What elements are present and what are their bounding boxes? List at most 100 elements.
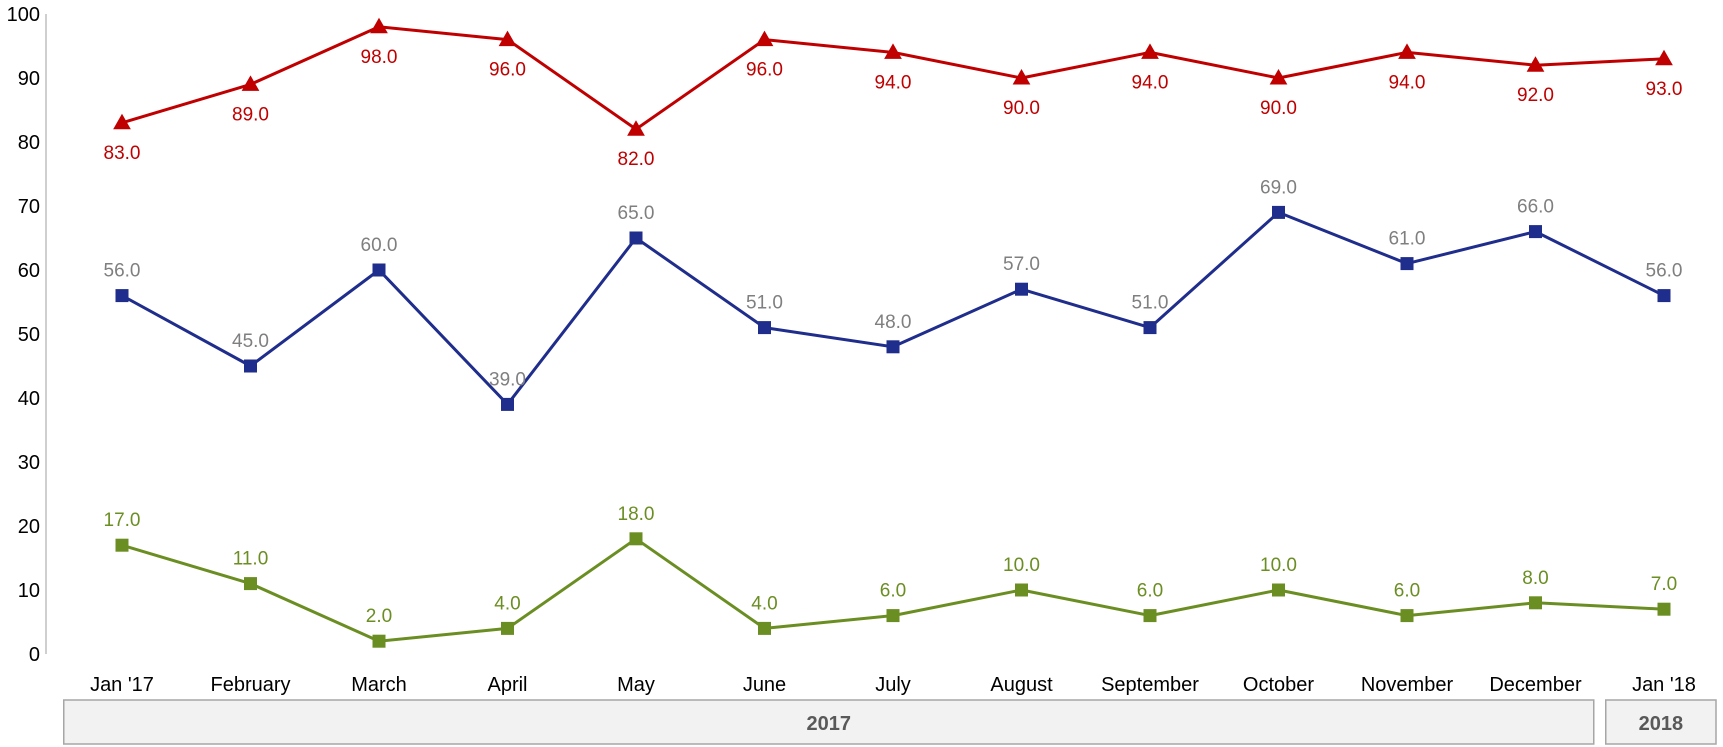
series-lines	[121, 25, 1665, 643]
data-label: 90.0	[1003, 98, 1040, 119]
data-label: 69.0	[1260, 177, 1297, 198]
data-label: 82.0	[618, 149, 655, 170]
square-marker	[1272, 583, 1285, 597]
square-marker	[1657, 289, 1671, 303]
y-tick-label: 20	[18, 516, 40, 538]
square-marker	[1143, 321, 1157, 335]
year-group-label: 2017	[807, 713, 852, 735]
square-marker	[501, 621, 514, 635]
data-label: 10.0	[1260, 555, 1297, 576]
data-label: 7.0	[1651, 574, 1677, 595]
triangle-marker	[1012, 68, 1031, 85]
data-label: 89.0	[232, 104, 269, 125]
triangle-marker	[1655, 49, 1673, 66]
x-tick-label: April	[487, 674, 527, 696]
data-label: 8.0	[1522, 568, 1548, 589]
y-tick-label: 80	[18, 132, 40, 154]
x-tick-label: July	[875, 674, 911, 696]
x-tick-label: June	[743, 674, 786, 696]
y-tick-label: 40	[18, 388, 40, 410]
square-marker	[1400, 609, 1414, 623]
data-label: 57.0	[1003, 254, 1040, 275]
square-marker	[1015, 282, 1028, 296]
triangle-marker	[1526, 56, 1545, 72]
data-label: 98.0	[361, 47, 398, 68]
y-tick-label: 0	[29, 644, 40, 666]
data-label: 61.0	[1389, 229, 1426, 250]
data-label: 10.0	[1003, 555, 1040, 576]
data-label: 93.0	[1646, 79, 1683, 100]
triangle-marker	[884, 43, 902, 59]
x-tick-label: Jan '18	[1632, 674, 1696, 696]
square-marker	[1272, 205, 1285, 219]
data-label: 60.0	[361, 235, 398, 256]
data-label: 6.0	[1137, 581, 1163, 602]
square-marker	[1529, 596, 1542, 610]
data-label: 4.0	[494, 593, 520, 614]
x-tick-label: February	[210, 674, 290, 696]
triangle-marker	[498, 30, 517, 47]
triangle-marker	[241, 75, 260, 91]
data-label: 39.0	[489, 369, 526, 390]
data-markers	[113, 17, 1673, 648]
data-label: 56.0	[104, 261, 141, 282]
data-label: 94.0	[1389, 72, 1426, 93]
y-tick-label: 100	[7, 4, 40, 26]
triangle-marker	[113, 113, 131, 130]
square-marker	[1529, 225, 1542, 239]
data-label: 17.0	[104, 510, 141, 531]
square-marker	[244, 359, 257, 373]
year-group-boxes: 2017 2018	[63, 699, 1717, 745]
year-group-box	[1605, 699, 1717, 745]
square-marker	[1015, 583, 1028, 597]
square-marker	[886, 609, 900, 623]
data-label: 92.0	[1517, 85, 1554, 106]
square-marker	[1657, 602, 1671, 616]
x-tick-label: Jan '17	[90, 674, 154, 696]
square-marker	[115, 538, 129, 552]
x-tick-label: May	[617, 674, 655, 696]
square-marker	[1143, 609, 1157, 623]
x-tick-label: December	[1489, 674, 1582, 696]
series-line	[121, 210, 1665, 406]
chart-axes: 0 10 20 30 40 50 60 70 80 90 100 Jan '17 February Mar…	[7, 4, 1696, 696]
data-label: 48.0	[875, 312, 912, 333]
data-label: 51.0	[1132, 293, 1169, 314]
data-label: 65.0	[618, 203, 655, 224]
x-tick-label: August	[990, 674, 1053, 696]
square-marker	[501, 397, 514, 411]
year-group-box	[63, 699, 1595, 745]
data-label: 4.0	[751, 593, 777, 614]
data-label: 96.0	[489, 60, 526, 81]
square-marker	[244, 577, 257, 591]
data-label: 6.0	[880, 581, 906, 602]
x-tick-label: October	[1243, 674, 1314, 696]
square-marker	[1400, 257, 1414, 271]
data-label: 94.0	[875, 72, 912, 93]
data-label: 51.0	[746, 293, 783, 314]
square-marker	[372, 634, 386, 648]
data-label: 94.0	[1132, 72, 1169, 93]
x-tick-label: September	[1101, 674, 1199, 696]
data-label: 45.0	[232, 331, 269, 352]
data-labels: 83.0 89.0 98.0 96.0 82.0 96.0 94.0 90.0 94.0 90.0…	[104, 47, 1683, 627]
x-tick-label: November	[1361, 674, 1454, 696]
square-marker	[115, 289, 129, 303]
y-tick-label: 10	[18, 580, 40, 602]
year-group-label: 2018	[1639, 713, 1684, 735]
data-label: 56.0	[1646, 261, 1683, 282]
triangle-marker	[1141, 43, 1159, 59]
square-marker	[886, 340, 900, 354]
data-label: 90.0	[1260, 98, 1297, 119]
y-tick-label: 50	[18, 324, 40, 346]
y-tick-label: 70	[18, 196, 40, 218]
square-marker	[758, 321, 771, 335]
data-label: 11.0	[233, 549, 269, 570]
y-tick-label: 30	[18, 452, 40, 474]
square-marker	[758, 621, 771, 635]
data-label: 83.0	[104, 143, 141, 164]
triangle-marker	[627, 120, 645, 136]
triangle-marker	[1269, 68, 1288, 85]
x-tick-label: March	[351, 674, 407, 696]
data-label: 66.0	[1517, 197, 1554, 218]
